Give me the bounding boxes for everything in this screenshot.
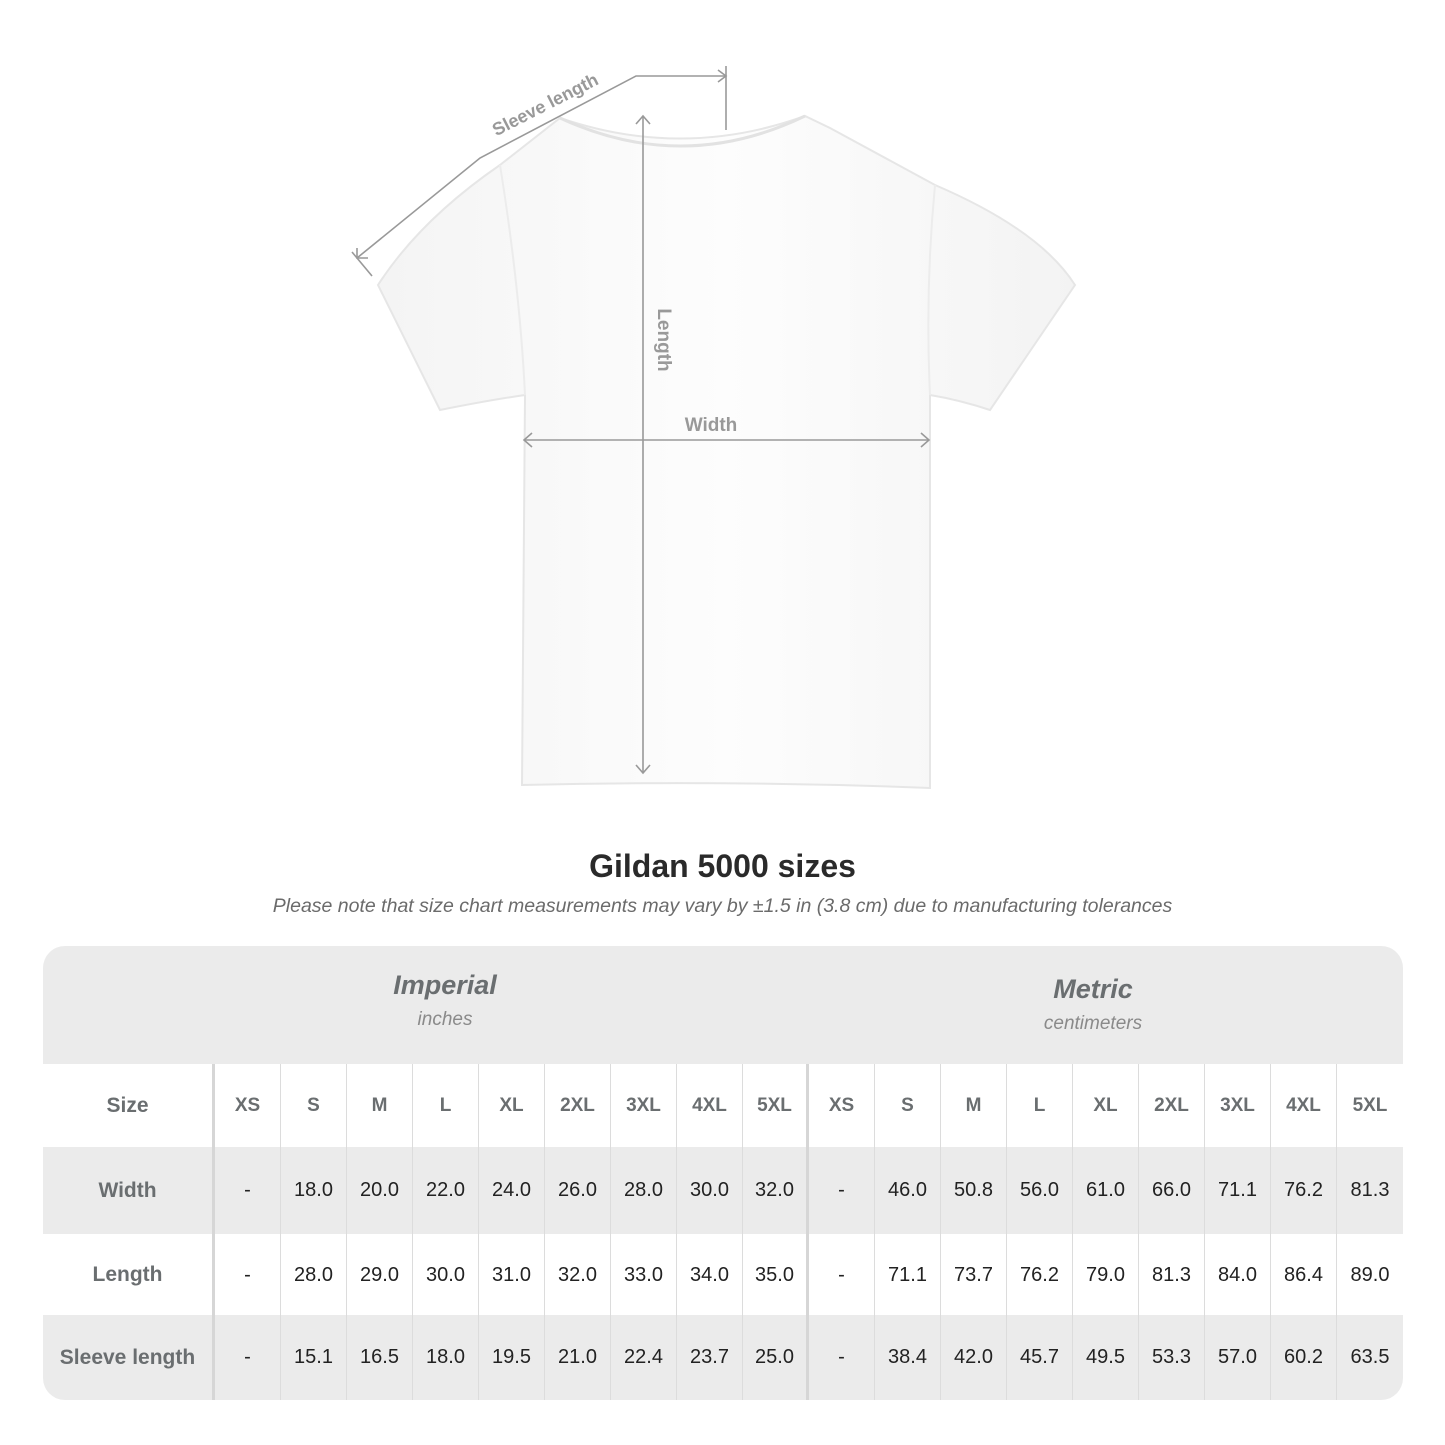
- size-header-cell: 5XL: [1352, 1095, 1388, 1116]
- table-cell: 21.0: [545, 1315, 611, 1400]
- size-header-cell: L: [413, 1064, 479, 1148]
- size-header-cell: XL: [479, 1064, 545, 1148]
- table-cell: 24.0: [479, 1147, 545, 1234]
- table-cell: -: [215, 1315, 281, 1400]
- metric-title: Metric: [1053, 974, 1133, 1004]
- table-cell: 81.3: [1350, 1179, 1390, 1201]
- units-header: Imperial inches Metric centimeters: [43, 946, 1403, 1064]
- size-header-cell: S: [875, 1064, 941, 1148]
- table-cell: 28.0: [611, 1147, 677, 1234]
- table-cell: 32.0: [545, 1234, 611, 1316]
- table-cell: 81.3: [1139, 1234, 1205, 1316]
- width-label: Width: [685, 415, 738, 436]
- size-header-cell: L: [1007, 1064, 1073, 1148]
- size-header-row: Size XS S M L XL 2XL 3XL 4XL 5XL XS S M L XL 2XL 3XL 4XL 5…: [43, 1064, 1403, 1148]
- table-cell: 20.0: [347, 1147, 413, 1234]
- table-cell: 42.0: [941, 1315, 1007, 1400]
- table-cell: 31.0: [479, 1234, 545, 1316]
- table-cell: 29.0: [347, 1234, 413, 1316]
- table-cell: -: [215, 1234, 281, 1316]
- table-cell: 32.0: [743, 1147, 809, 1234]
- table-cell: -: [809, 1147, 875, 1234]
- size-header-cell: 2XL: [1139, 1064, 1205, 1148]
- table-cell: 28.0: [281, 1234, 347, 1316]
- table-cell: 15.1: [281, 1315, 347, 1400]
- table-cell: 89.0: [1350, 1263, 1390, 1286]
- table-row: Width -18.0 20.0 22.0 24.0 26.0 28.0 30.0 32.0-4…: [43, 1147, 1403, 1234]
- table-cell: 16.5: [347, 1315, 413, 1400]
- table-cell: 53.3: [1139, 1315, 1205, 1400]
- table-cell: 23.7: [677, 1315, 743, 1400]
- size-header-cell: 2XL: [545, 1064, 611, 1148]
- table-cell: 49.5: [1073, 1315, 1139, 1400]
- metric-header: Metric centimeters: [893, 974, 1293, 1035]
- imperial-header: Imperial inches: [245, 970, 645, 1031]
- table-cell: 46.0: [875, 1147, 941, 1234]
- tolerance-note: Please note that size chart measurements…: [272, 895, 1173, 917]
- table-cell: 35.0: [743, 1234, 809, 1316]
- metric-unit: centimeters: [1043, 1013, 1143, 1034]
- table-cell: 66.0: [1139, 1147, 1205, 1234]
- tshirt-measurement-diagram: Sleeve length Length Width: [351, 66, 1077, 790]
- table-cell: 76.2: [1007, 1234, 1073, 1316]
- row-label: Length: [43, 1234, 215, 1316]
- table-cell: 71.1: [875, 1234, 941, 1316]
- table-cell: 76.2: [1271, 1147, 1337, 1234]
- imperial-unit: inches: [417, 1009, 473, 1030]
- size-header-cell: 4XL: [677, 1064, 743, 1148]
- measurement-lines: [351, 66, 931, 775]
- page-title: Gildan 5000 sizes: [589, 848, 856, 884]
- table-cell: 50.8: [941, 1147, 1007, 1234]
- table-cell: -: [215, 1147, 281, 1234]
- size-header-cell: XS: [809, 1064, 875, 1148]
- table-cell: 33.0: [611, 1234, 677, 1316]
- table-cell: 84.0: [1205, 1234, 1271, 1316]
- table-cell: 60.2: [1271, 1315, 1337, 1400]
- table-cell: 56.0: [1007, 1147, 1073, 1234]
- table-cell: 34.0: [677, 1234, 743, 1316]
- size-header-cell: 4XL: [1271, 1064, 1337, 1148]
- row-label: Size: [43, 1064, 215, 1148]
- size-header-cell: XL: [1073, 1064, 1139, 1148]
- size-header-cell: XS: [215, 1064, 281, 1148]
- table-cell: 18.0: [413, 1315, 479, 1400]
- length-label: Length: [653, 308, 674, 371]
- table-cell: 61.0: [1073, 1147, 1139, 1234]
- table-row: Length -28.0 29.0 30.0 31.0 32.0 33.0 34.0 35.0-…: [43, 1234, 1403, 1316]
- table-cell: 38.4: [875, 1315, 941, 1400]
- row-label: Sleeve length: [43, 1315, 215, 1400]
- table-cell: 73.7: [941, 1234, 1007, 1316]
- imperial-title: Imperial: [393, 970, 497, 1000]
- table-cell: 22.0: [413, 1147, 479, 1234]
- table-cell: 18.0: [281, 1147, 347, 1234]
- size-table: Imperial inches Metric centimeters Size X…: [43, 946, 1403, 1400]
- table-cell: 79.0: [1073, 1234, 1139, 1316]
- size-header-cell: 3XL: [1205, 1064, 1271, 1148]
- size-header-cell: 5XL: [743, 1064, 809, 1148]
- table-cell: 22.4: [611, 1315, 677, 1400]
- row-label: Width: [43, 1147, 215, 1234]
- table-cell: 86.4: [1271, 1234, 1337, 1316]
- table-cell: 63.5: [1350, 1346, 1390, 1368]
- table-cell: -: [809, 1315, 875, 1400]
- size-header-cell: M: [941, 1064, 1007, 1148]
- size-header-cell: M: [347, 1064, 413, 1148]
- table-cell: 26.0: [545, 1147, 611, 1234]
- table-cell: 30.0: [413, 1234, 479, 1316]
- table-cell: -: [809, 1234, 875, 1316]
- table-cell: 19.5: [479, 1315, 545, 1400]
- table-cell: 71.1: [1205, 1147, 1271, 1234]
- table-cell: 57.0: [1205, 1315, 1271, 1400]
- table-cell: 45.7: [1007, 1315, 1073, 1400]
- table-row: Sleeve length -15.1 16.5 18.0 19.5 21.0 22.4 23…: [43, 1315, 1403, 1400]
- table-cell: 25.0: [743, 1315, 809, 1400]
- table-cell: 30.0: [677, 1147, 743, 1234]
- size-header-cell: S: [281, 1064, 347, 1148]
- size-header-cell: 3XL: [611, 1064, 677, 1148]
- tshirt-image: [376, 114, 1077, 790]
